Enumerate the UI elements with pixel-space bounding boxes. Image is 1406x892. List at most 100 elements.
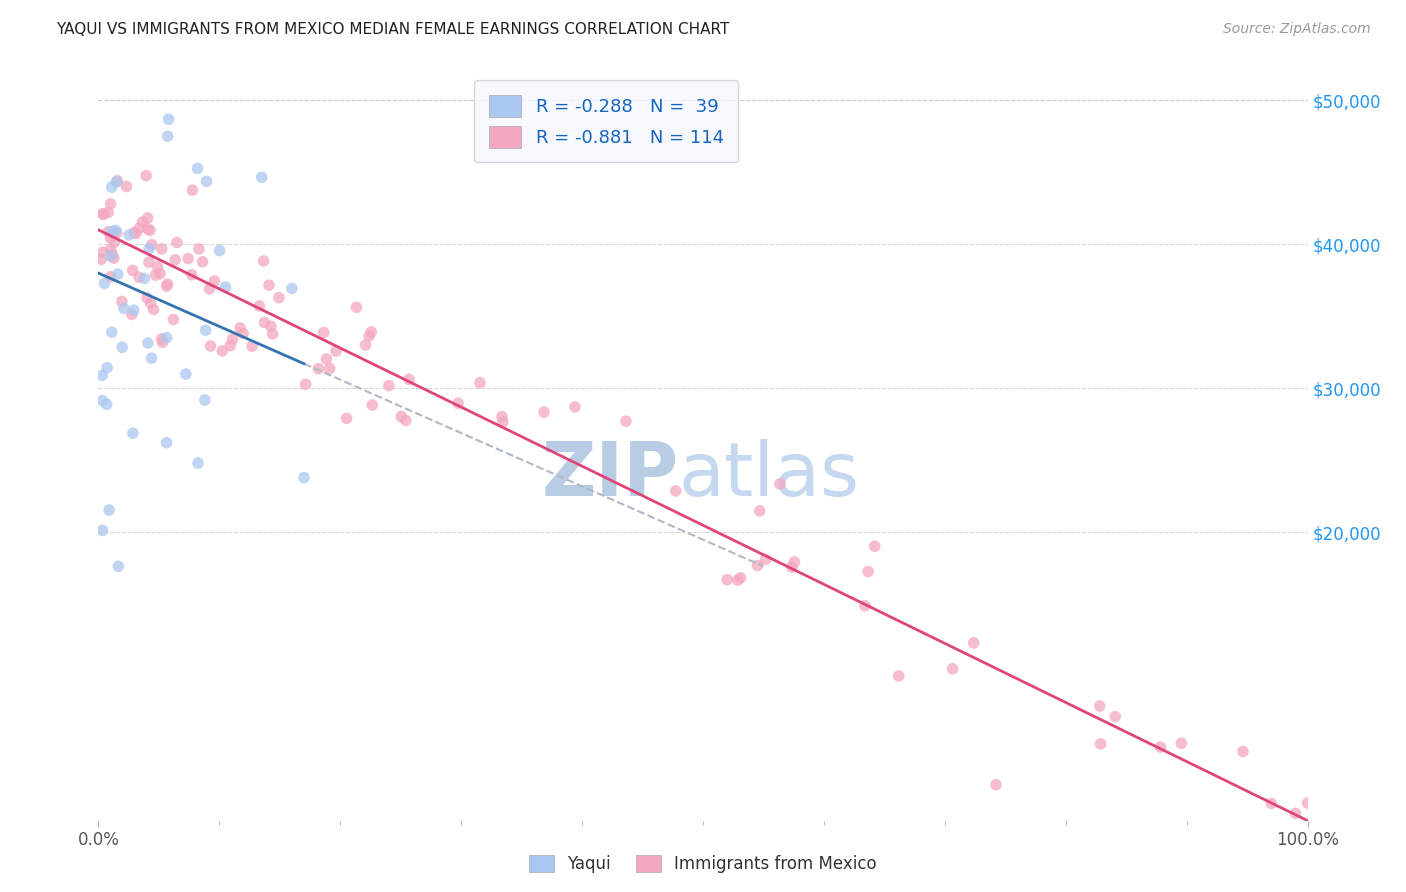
Point bbox=[139, 223, 162, 237]
Point bbox=[125, 227, 148, 241]
Point bbox=[361, 398, 384, 412]
Point bbox=[128, 270, 150, 285]
Point bbox=[754, 552, 776, 566]
Point bbox=[96, 360, 118, 375]
Point bbox=[91, 245, 114, 260]
Point bbox=[360, 325, 382, 339]
Point bbox=[780, 560, 803, 574]
Point bbox=[90, 252, 112, 267]
Point bbox=[146, 260, 169, 274]
Point bbox=[111, 340, 134, 354]
Point bbox=[103, 251, 125, 265]
Point bbox=[389, 409, 412, 424]
Point bbox=[135, 169, 157, 183]
Point bbox=[141, 237, 163, 252]
Point bbox=[200, 339, 222, 353]
Point bbox=[136, 211, 159, 225]
Point bbox=[202, 274, 225, 288]
Point bbox=[122, 426, 145, 441]
Point bbox=[149, 267, 172, 281]
Point bbox=[221, 332, 243, 346]
Point bbox=[468, 376, 491, 390]
Point bbox=[887, 669, 910, 683]
Point bbox=[138, 255, 160, 269]
Point bbox=[115, 179, 138, 194]
Point bbox=[96, 397, 118, 411]
Point bbox=[398, 372, 420, 386]
Point bbox=[492, 415, 515, 429]
Point bbox=[294, 377, 316, 392]
Point bbox=[121, 263, 143, 277]
Point bbox=[336, 411, 359, 425]
Point bbox=[1170, 736, 1192, 750]
Text: YAQUI VS IMMIGRANTS FROM MEXICO MEDIAN FEMALE EARNINGS CORRELATION CHART: YAQUI VS IMMIGRANTS FROM MEXICO MEDIAN F… bbox=[56, 22, 730, 37]
Point bbox=[614, 414, 637, 428]
Point bbox=[101, 247, 124, 261]
Point bbox=[211, 343, 233, 358]
Point bbox=[195, 174, 218, 188]
Point bbox=[155, 435, 177, 450]
Point bbox=[156, 277, 179, 292]
Point bbox=[104, 223, 127, 237]
Point bbox=[853, 599, 876, 613]
Point bbox=[198, 282, 221, 296]
Point bbox=[122, 226, 145, 240]
Point bbox=[1090, 737, 1112, 751]
Point bbox=[208, 244, 231, 258]
Point bbox=[395, 413, 418, 427]
Point bbox=[128, 221, 150, 235]
Point bbox=[122, 303, 145, 318]
Point bbox=[281, 281, 304, 295]
Point bbox=[174, 367, 197, 381]
Point bbox=[730, 571, 752, 585]
Point bbox=[1284, 806, 1306, 821]
Point bbox=[91, 207, 114, 221]
Point bbox=[165, 252, 187, 267]
Point bbox=[100, 269, 122, 284]
Point bbox=[194, 323, 217, 337]
Point bbox=[312, 326, 335, 340]
Point bbox=[187, 456, 209, 470]
Point bbox=[100, 231, 122, 245]
Point bbox=[97, 205, 120, 219]
Point bbox=[186, 161, 208, 176]
Point bbox=[162, 312, 184, 326]
Point bbox=[1296, 796, 1319, 810]
Point bbox=[856, 565, 879, 579]
Point bbox=[136, 336, 159, 351]
Point bbox=[156, 129, 179, 144]
Point bbox=[101, 224, 124, 238]
Text: atlas: atlas bbox=[679, 440, 860, 513]
Point bbox=[257, 278, 280, 293]
Point bbox=[252, 254, 274, 268]
Point bbox=[1260, 797, 1282, 811]
Point bbox=[93, 207, 115, 221]
Point bbox=[354, 338, 377, 352]
Point bbox=[100, 180, 122, 194]
Point bbox=[942, 662, 965, 676]
Point bbox=[105, 175, 128, 189]
Point bbox=[716, 573, 738, 587]
Point bbox=[97, 225, 120, 239]
Point bbox=[783, 555, 806, 569]
Point bbox=[141, 351, 163, 366]
Point bbox=[181, 183, 204, 197]
Point bbox=[267, 291, 290, 305]
Point bbox=[984, 778, 1007, 792]
Point bbox=[155, 331, 177, 345]
Point bbox=[665, 483, 688, 498]
Point bbox=[103, 235, 125, 250]
Point bbox=[155, 279, 177, 293]
Point bbox=[1232, 744, 1254, 758]
Point bbox=[91, 393, 114, 408]
Point bbox=[112, 301, 135, 316]
Point bbox=[107, 267, 129, 281]
Point bbox=[1149, 740, 1171, 755]
Point bbox=[219, 338, 242, 352]
Point bbox=[292, 470, 315, 484]
Point bbox=[180, 268, 202, 282]
Point bbox=[963, 636, 986, 650]
Point bbox=[191, 254, 214, 268]
Point bbox=[727, 573, 749, 587]
Point bbox=[111, 294, 134, 309]
